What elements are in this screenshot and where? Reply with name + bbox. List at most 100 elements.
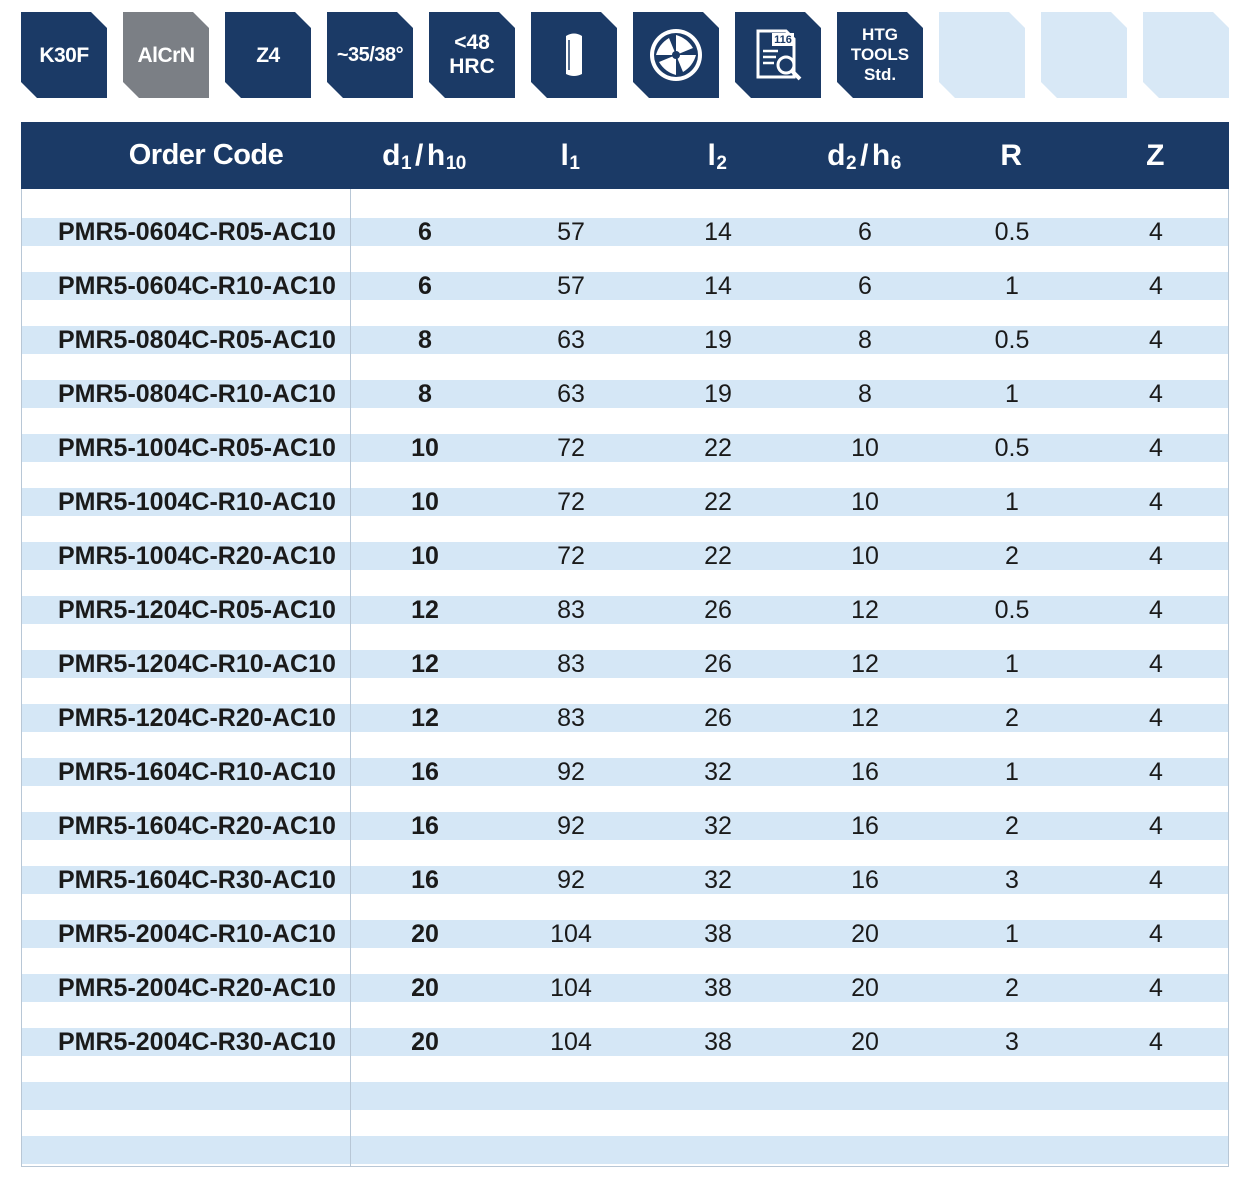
table-row: PMR5-0604C-R05-AC10 6 57 14 6 0.5 4 <box>22 218 1228 246</box>
cell-r: 1 <box>1005 271 1019 300</box>
cell-l1: 57 <box>557 217 585 246</box>
cell-r: 1 <box>1005 649 1019 678</box>
cell-z: 4 <box>1149 973 1163 1002</box>
cell-order-code: PMR5-2004C-R30-AC10 <box>58 1027 336 1056</box>
cell-d1: 12 <box>411 649 439 678</box>
cell-z: 4 <box>1149 379 1163 408</box>
cell-l2: 38 <box>704 973 732 1002</box>
cell-z: 4 <box>1149 541 1163 570</box>
row-stripe <box>22 866 1228 894</box>
cell-r: 0.5 <box>994 325 1030 354</box>
cell-d2: 20 <box>851 973 879 1002</box>
cell-order-code: PMR5-1604C-R30-AC10 <box>58 865 336 894</box>
cell-l1: 63 <box>557 325 585 354</box>
badge-label: K30F <box>39 43 89 67</box>
cell-d1: 6 <box>418 217 432 246</box>
row-stripe <box>22 974 1228 1002</box>
cell-order-code: PMR5-1604C-R10-AC10 <box>58 757 336 786</box>
cell-l1: 92 <box>557 757 585 786</box>
material-grade-badge: K30F <box>21 12 107 98</box>
cell-l2: 26 <box>704 649 732 678</box>
cell-l2: 14 <box>704 217 732 246</box>
cell-order-code: PMR5-2004C-R10-AC10 <box>58 919 336 948</box>
hardness-badge: <48 HRC <box>429 12 515 98</box>
cell-z: 4 <box>1149 217 1163 246</box>
row-stripe <box>22 542 1228 570</box>
row-stripe <box>22 758 1228 786</box>
cell-d2: 16 <box>851 811 879 840</box>
table-row: PMR5-1604C-R30-AC10 16 92 32 16 3 4 <box>22 866 1228 894</box>
table-row: PMR5-1204C-R05-AC10 12 83 26 12 0.5 4 <box>22 596 1228 624</box>
row-stripe <box>22 272 1228 300</box>
table-row: PMR5-0604C-R10-AC10 6 57 14 6 1 4 <box>22 272 1228 300</box>
cell-z: 4 <box>1149 1027 1163 1056</box>
cell-l2: 22 <box>704 541 732 570</box>
cutting-data-icon-text: 116 <box>774 34 792 46</box>
cell-l1: 83 <box>557 595 585 624</box>
badge-label-line3: Std. <box>863 65 897 84</box>
row-stripe <box>22 488 1228 516</box>
table-row: PMR5-1004C-R05-AC10 10 72 22 10 0.5 4 <box>22 434 1228 462</box>
cell-order-code: PMR5-1004C-R05-AC10 <box>58 433 336 462</box>
table-row: PMR5-2004C-R20-AC10 20 104 38 20 2 4 <box>22 974 1228 1002</box>
cell-d2: 8 <box>858 325 872 354</box>
cell-z: 4 <box>1149 271 1163 300</box>
cell-l2: 38 <box>704 919 732 948</box>
header-d1: d 1/h 10 <box>382 138 466 174</box>
cell-order-code: PMR5-1604C-R20-AC10 <box>58 811 336 840</box>
cell-d2: 16 <box>851 757 879 786</box>
cell-d2: 12 <box>851 649 879 678</box>
badge-label-line2: TOOLS <box>850 45 910 64</box>
cell-l2: 14 <box>704 271 732 300</box>
cell-d2: 16 <box>851 865 879 894</box>
cell-l2: 32 <box>704 865 732 894</box>
cell-z: 4 <box>1149 487 1163 516</box>
column-divider <box>350 189 351 1166</box>
header-d2: d 2/h 6 <box>827 138 901 174</box>
cell-d1: 12 <box>411 595 439 624</box>
empty-badge <box>1143 12 1229 98</box>
cell-l2: 32 <box>704 811 732 840</box>
cell-d2: 10 <box>851 541 879 570</box>
table-row: PMR5-1604C-R10-AC10 16 92 32 16 1 4 <box>22 758 1228 786</box>
cell-r: 2 <box>1005 541 1019 570</box>
empty-badge <box>1041 12 1127 98</box>
cell-z: 4 <box>1149 325 1163 354</box>
cell-d1: 8 <box>418 325 432 354</box>
cell-d1: 16 <box>411 811 439 840</box>
flutes-badge: Z4 <box>225 12 311 98</box>
cell-order-code: PMR5-1204C-R10-AC10 <box>58 649 336 678</box>
helix-angle-badge: ~35/38° <box>327 12 413 98</box>
row-stripe <box>22 920 1228 948</box>
cell-l1: 63 <box>557 379 585 408</box>
cell-d1: 20 <box>411 1027 439 1056</box>
property-badges: K30F AlCrN Z4 ~35/38° <48 HRC <box>21 12 1231 98</box>
cell-l2: 22 <box>704 433 732 462</box>
cell-l1: 92 <box>557 865 585 894</box>
cell-r: 1 <box>1005 379 1019 408</box>
cell-d1: 8 <box>418 379 432 408</box>
row-stripe <box>22 704 1228 732</box>
cell-z: 4 <box>1149 811 1163 840</box>
cell-l1: 104 <box>550 919 592 948</box>
cell-d1: 10 <box>411 487 439 516</box>
coating-badge: AlCrN <box>123 12 209 98</box>
cell-r: 2 <box>1005 973 1019 1002</box>
cell-d1: 20 <box>411 919 439 948</box>
cell-z: 4 <box>1149 703 1163 732</box>
empty-badge <box>939 12 1025 98</box>
header-z: Z <box>1146 138 1164 172</box>
badge-label-line2: HRC <box>449 55 495 78</box>
cell-d2: 20 <box>851 1027 879 1056</box>
cell-order-code: PMR5-0604C-R05-AC10 <box>58 217 336 246</box>
cell-l1: 104 <box>550 973 592 1002</box>
cell-z: 4 <box>1149 649 1163 678</box>
cell-l1: 72 <box>557 433 585 462</box>
table-row: PMR5-2004C-R30-AC10 20 104 38 20 3 4 <box>22 1028 1228 1056</box>
cell-order-code: PMR5-1204C-R05-AC10 <box>58 595 336 624</box>
badge-label: Z4 <box>256 43 280 67</box>
badge-label-line1: HTG <box>862 25 898 44</box>
table-row: PMR5-1004C-R10-AC10 10 72 22 10 1 4 <box>22 488 1228 516</box>
cell-z: 4 <box>1149 757 1163 786</box>
